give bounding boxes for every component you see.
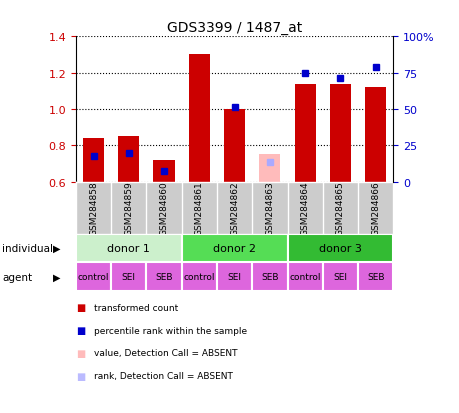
Bar: [224, 110, 245, 182]
Bar: [357, 263, 392, 291]
Text: SEB: SEB: [366, 273, 384, 281]
Text: control: control: [289, 273, 320, 281]
Text: ■: ■: [76, 348, 85, 358]
Bar: [329, 84, 350, 182]
Text: SEB: SEB: [155, 273, 173, 281]
Text: ■: ■: [76, 325, 85, 335]
Text: SEB: SEB: [261, 273, 278, 281]
Title: GDS3399 / 1487_at: GDS3399 / 1487_at: [167, 21, 302, 35]
Bar: [83, 139, 104, 182]
Bar: [294, 84, 315, 182]
Text: GSM284860: GSM284860: [159, 181, 168, 235]
Text: GSM284861: GSM284861: [195, 181, 203, 235]
Text: GSM284866: GSM284866: [370, 181, 379, 235]
Bar: [76, 263, 111, 291]
Text: SEI: SEI: [227, 273, 241, 281]
Bar: [76, 234, 181, 263]
Bar: [364, 88, 386, 182]
Bar: [181, 263, 217, 291]
Bar: [118, 137, 139, 182]
Text: ■: ■: [76, 303, 85, 313]
Bar: [287, 263, 322, 291]
Text: control: control: [183, 273, 215, 281]
Text: ▶: ▶: [53, 272, 60, 282]
Text: GSM284859: GSM284859: [124, 181, 133, 235]
Text: value, Detection Call = ABSENT: value, Detection Call = ABSENT: [94, 349, 237, 358]
Text: GSM284865: GSM284865: [335, 181, 344, 235]
Bar: [322, 263, 357, 291]
Bar: [153, 161, 174, 182]
Text: GSM284858: GSM284858: [89, 181, 98, 235]
Text: control: control: [78, 273, 109, 281]
Text: GSM284862: GSM284862: [230, 181, 239, 235]
Text: SEI: SEI: [333, 273, 347, 281]
Text: agent: agent: [2, 272, 32, 282]
Bar: [111, 263, 146, 291]
Text: GSM284864: GSM284864: [300, 181, 309, 235]
Text: donor 3: donor 3: [318, 243, 361, 254]
Bar: [287, 234, 392, 263]
Text: percentile rank within the sample: percentile rank within the sample: [94, 326, 247, 335]
Text: SEI: SEI: [122, 273, 135, 281]
Bar: [188, 55, 209, 182]
Text: donor 1: donor 1: [107, 243, 150, 254]
Text: GSM284863: GSM284863: [265, 181, 274, 235]
Bar: [217, 263, 252, 291]
Text: transformed count: transformed count: [94, 303, 178, 312]
Text: ■: ■: [76, 371, 85, 381]
Text: donor 2: donor 2: [213, 243, 256, 254]
Bar: [181, 234, 287, 263]
Bar: [259, 155, 280, 182]
Text: individual: individual: [2, 243, 53, 254]
Bar: [146, 263, 181, 291]
Text: ▶: ▶: [53, 243, 60, 254]
Text: rank, Detection Call = ABSENT: rank, Detection Call = ABSENT: [94, 371, 233, 380]
Bar: [252, 263, 287, 291]
